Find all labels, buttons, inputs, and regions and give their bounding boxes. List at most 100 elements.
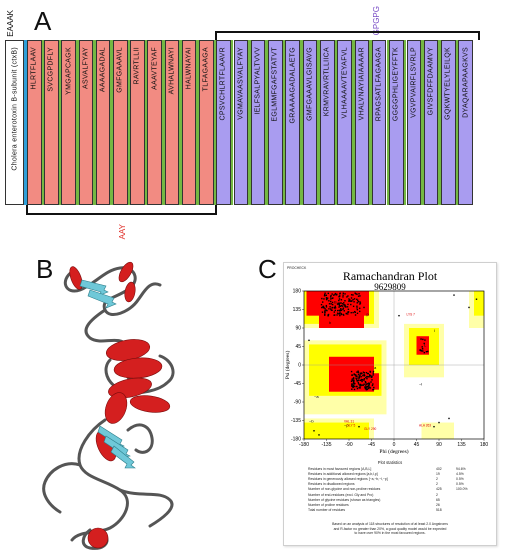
stats-count: 402 bbox=[436, 467, 442, 471]
residue-point bbox=[331, 303, 334, 306]
residue-point bbox=[421, 346, 423, 348]
gpgpg-linker bbox=[403, 40, 407, 205]
residue-point bbox=[326, 309, 328, 312]
stats-row: Residues in most favoured regions [A,B,L… bbox=[308, 467, 478, 472]
residue-point bbox=[422, 350, 424, 352]
residue-point bbox=[324, 311, 326, 314]
ctl-epitope-label: ASVALFYAY bbox=[82, 47, 90, 89]
residue-point bbox=[334, 309, 337, 312]
htl-epitope-label: GGGGPHLIGEYFFTK bbox=[392, 47, 400, 122]
y-tick-label: -180 bbox=[291, 437, 301, 443]
residue-point bbox=[318, 434, 320, 436]
residue-point bbox=[321, 311, 324, 313]
residue-point bbox=[324, 310, 326, 312]
residue-point bbox=[342, 292, 345, 294]
residue-point bbox=[349, 299, 351, 301]
residue-point bbox=[372, 374, 374, 376]
residue-point bbox=[366, 387, 368, 389]
procheck-tag: PROCHECK bbox=[287, 266, 307, 270]
residue-point bbox=[347, 295, 349, 297]
stats-count: 518 bbox=[436, 508, 442, 512]
residue-point bbox=[342, 296, 344, 298]
residue-point bbox=[334, 293, 336, 296]
residue-point bbox=[421, 348, 424, 350]
residue-point bbox=[336, 312, 339, 314]
residue-point bbox=[353, 383, 355, 385]
stats-percent: 0.5% bbox=[456, 482, 464, 486]
htl-epitope-label: VGVPVAIRFLSVRLP bbox=[410, 47, 418, 118]
residue-point bbox=[343, 302, 345, 304]
ctl-epitope-label: AAAAGADAL bbox=[99, 47, 107, 93]
ctl-epitope-label: YMGAPCAGK bbox=[65, 47, 73, 95]
residue-point bbox=[343, 303, 345, 306]
region-label: ~l bbox=[419, 382, 422, 387]
residue-point bbox=[338, 306, 340, 308]
residue-point bbox=[372, 372, 374, 374]
residue-point bbox=[328, 300, 330, 302]
residue-point bbox=[351, 384, 353, 386]
residue-point bbox=[365, 376, 367, 379]
residue-point bbox=[438, 421, 440, 424]
ctl-epitope: SVCGPDFLY bbox=[44, 40, 59, 205]
aay-linker bbox=[58, 40, 62, 205]
residue-point bbox=[325, 306, 328, 308]
residue-point bbox=[359, 307, 361, 310]
residue-point bbox=[329, 296, 332, 298]
aay-linker bbox=[179, 40, 182, 205]
residue-point bbox=[355, 375, 357, 377]
adjuvant-segment: Cholera enterotoxin B-subunit (ctxB) bbox=[5, 40, 24, 205]
residue-point bbox=[338, 313, 340, 315]
residue-point bbox=[354, 310, 356, 313]
residue-point bbox=[368, 374, 371, 376]
panel-c-letter: C bbox=[258, 254, 277, 284]
residue-point bbox=[356, 371, 358, 373]
region-label: L bbox=[424, 343, 427, 348]
residue-point bbox=[352, 377, 355, 379]
residue-point bbox=[356, 312, 359, 314]
gpgpg-linker bbox=[248, 40, 251, 205]
ctl-epitope-label: SVCGPDFLY bbox=[47, 47, 55, 92]
residue-point bbox=[356, 308, 359, 311]
residue-point bbox=[358, 379, 360, 381]
epitope-brackets bbox=[26, 31, 480, 215]
residue-point bbox=[423, 351, 426, 354]
core-region-beta bbox=[319, 313, 364, 328]
htl-epitope-label: CPSVCHLRTFLAAVR bbox=[219, 47, 227, 121]
residue-point bbox=[347, 303, 349, 306]
htl-epitope-label: GQKWTYELYLEILQK bbox=[444, 47, 452, 120]
htl-epitope: VGVPVAIRFLSVRLP bbox=[406, 40, 422, 205]
htl-epitope-label: EGLMMFGAFSTATVT bbox=[271, 47, 279, 122]
residue-point bbox=[347, 308, 350, 311]
aay-linker bbox=[110, 40, 113, 205]
residue-point bbox=[359, 310, 361, 313]
x-axis-label: Phi (degrees) bbox=[379, 448, 408, 455]
htl-epitope: GMFGAAAVLGISAVG bbox=[302, 40, 318, 205]
residue-point bbox=[341, 305, 344, 307]
residue-point bbox=[368, 382, 371, 385]
htl-epitope-label: GIVSFDFFDAAMVY bbox=[427, 47, 435, 116]
residue-point bbox=[325, 294, 328, 297]
residue-point bbox=[330, 309, 333, 311]
residue-point bbox=[356, 298, 358, 301]
alpha-helices bbox=[69, 261, 171, 549]
stats-percent: 4.5% bbox=[456, 472, 464, 476]
x-tick-label: 45 bbox=[414, 442, 420, 448]
residue-point bbox=[340, 307, 342, 310]
residue-point bbox=[357, 373, 360, 376]
stats-row: Number of end-residues (excl. Gly and Pr… bbox=[308, 493, 478, 498]
htl-epitope-label: RPAGSATLFAGAAGA bbox=[375, 47, 383, 122]
stats-row: Number of glycine residues (shown as tri… bbox=[308, 498, 478, 503]
residue-point bbox=[330, 303, 332, 305]
residue-point bbox=[350, 297, 353, 299]
residue-point bbox=[326, 298, 328, 301]
gpgpg-linker bbox=[282, 40, 286, 205]
residue-point bbox=[357, 383, 360, 385]
residue-point bbox=[346, 296, 348, 298]
htl-epitope: GIVSFDFFDAAMVY bbox=[423, 40, 439, 205]
gpgpg-linker bbox=[300, 40, 303, 205]
residue-point bbox=[308, 339, 310, 342]
residue-point bbox=[352, 305, 355, 308]
residue-point bbox=[363, 306, 365, 309]
y-tick-label: -135 bbox=[291, 418, 301, 424]
stats-count: 2 bbox=[436, 482, 438, 486]
